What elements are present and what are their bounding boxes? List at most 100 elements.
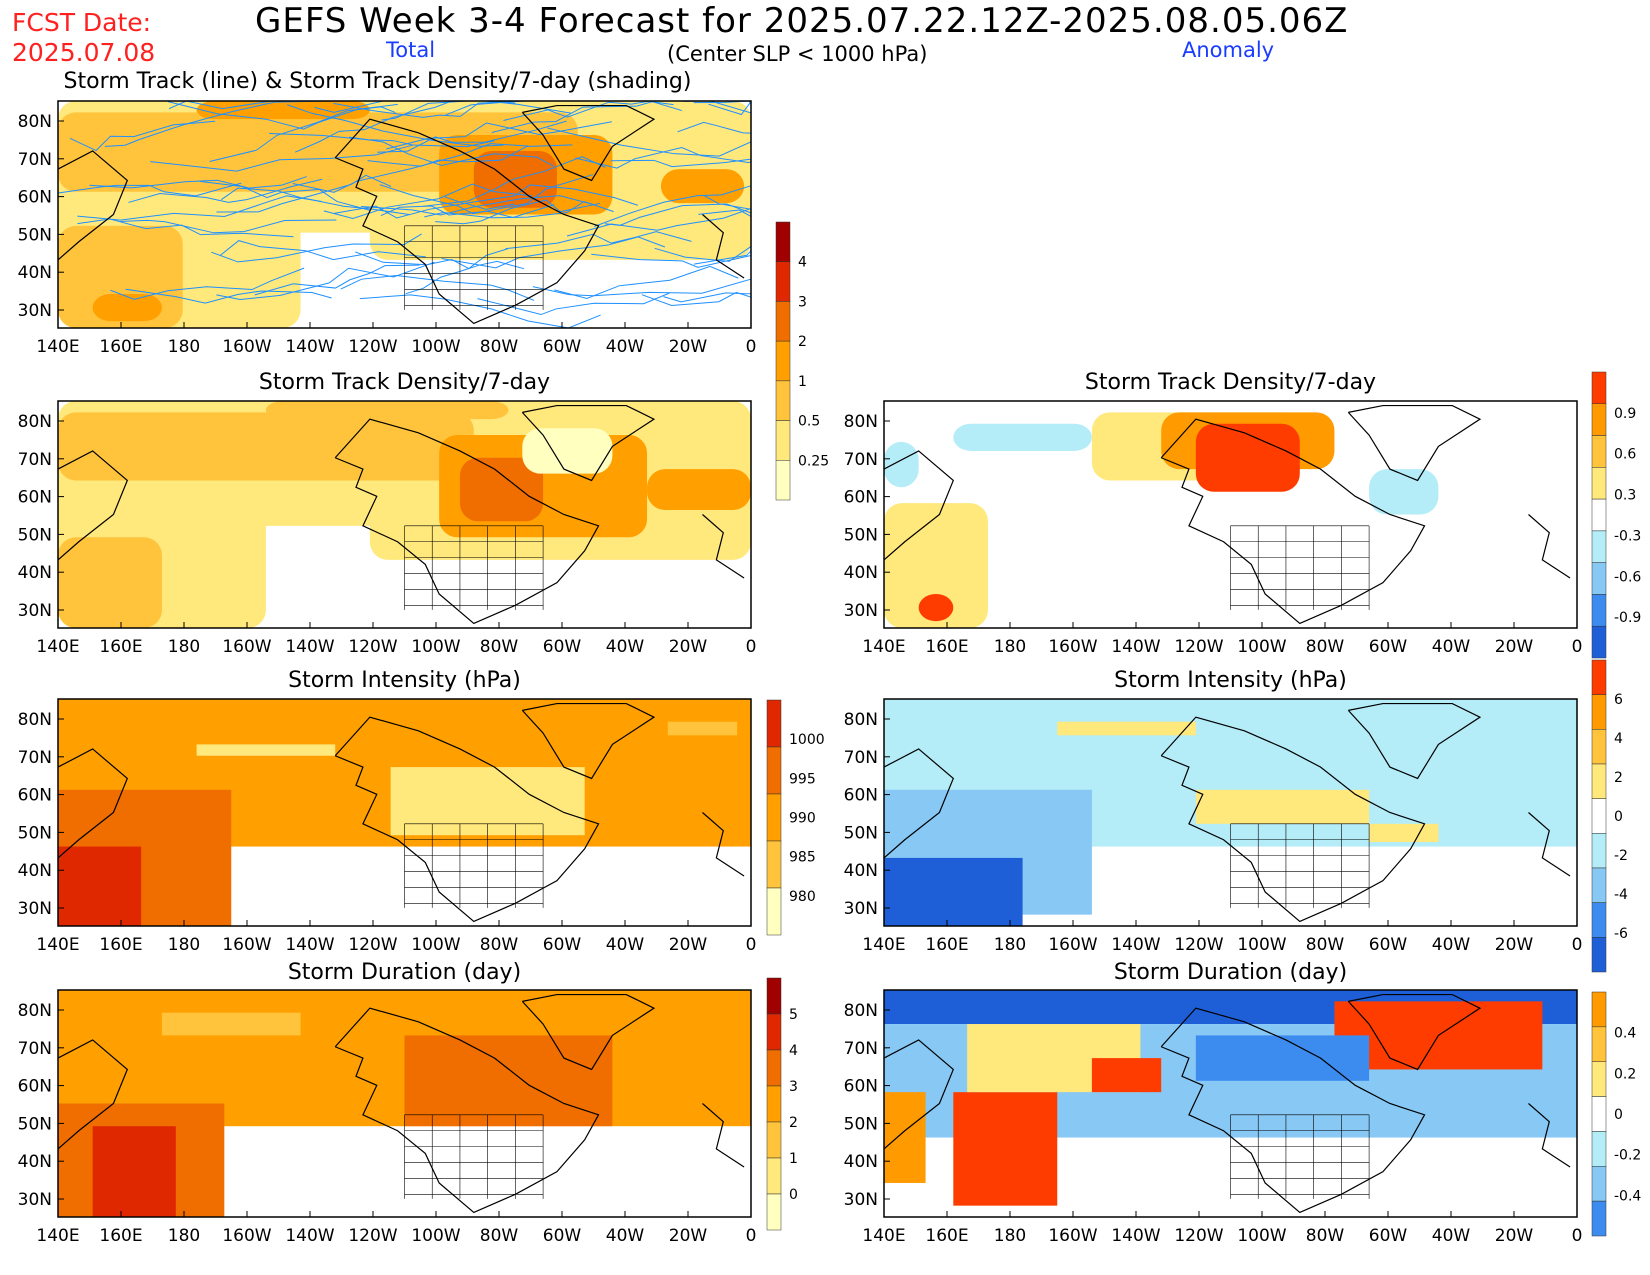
storm-track-line: [199, 180, 370, 211]
storm-track-line: [220, 187, 411, 216]
shade-cell: [884, 441, 919, 488]
storm-track-line: [333, 202, 515, 219]
y-tick-label: 70N: [18, 1039, 52, 1059]
x-tick-label: 180: [168, 337, 200, 357]
storm-track-line: [150, 144, 414, 172]
coastline: [702, 812, 745, 877]
x-tick-label: 120W: [348, 935, 397, 955]
x-tick-label: 60W: [1369, 637, 1408, 657]
storm-track-line: [349, 136, 554, 167]
colorbar-label: 4: [1614, 731, 1623, 747]
x-tick-label: 40W: [1432, 637, 1471, 657]
storm-track-line: [333, 101, 527, 118]
y-tick-label: 60N: [18, 188, 52, 208]
colorbar-segment: [1591, 991, 1607, 1028]
anomaly-column-label: Anomaly: [1182, 38, 1275, 62]
x-tick-label: 20W: [669, 1226, 708, 1246]
shade-cell: [1369, 469, 1439, 515]
coastline: [521, 404, 656, 482]
x-tick-label: 100W: [1237, 637, 1286, 657]
colorbar-label: 2: [789, 1115, 798, 1131]
y-tick-label: 70N: [844, 748, 878, 768]
shade-cell: [1195, 1035, 1370, 1081]
y-tick-label: 30N: [18, 1190, 52, 1210]
coastline: [58, 450, 129, 561]
panel-track-total: Storm Track (line) & Storm Track Density…: [18, 69, 757, 357]
y-tick-label: 40N: [844, 861, 878, 881]
colorbar-segment: [1591, 1061, 1607, 1097]
y-tick-label: 30N: [18, 601, 52, 621]
shade-cell: [459, 457, 544, 522]
storm-track-line: [254, 264, 420, 296]
x-tick-label: 20W: [669, 337, 708, 357]
storm-track-line: [216, 174, 392, 213]
x-tick-label: 120W: [1174, 935, 1223, 955]
y-tick-label: 30N: [844, 601, 878, 621]
storm-track-line: [287, 104, 504, 147]
colorbar-segment: [1591, 562, 1607, 595]
coastline: [1528, 514, 1571, 579]
y-tick-label: 70N: [844, 1039, 878, 1059]
colorbar-density-anom: -0.9 -0.6 -0.3 0.3 0.6 0.9: [1591, 371, 1641, 659]
storm-track-line: [120, 219, 337, 234]
shade-cell: [58, 846, 142, 926]
colorbar-segment: [775, 340, 791, 382]
storm-track-line: [294, 101, 452, 153]
coastline: [1160, 418, 1426, 625]
colorbar-label: 995: [789, 771, 816, 787]
colorbar-segment: [1591, 867, 1607, 903]
x-tick-label: 180: [994, 1226, 1026, 1246]
y-tick-label: 50N: [18, 525, 52, 545]
coastline: [334, 418, 600, 625]
storm-track-line: [554, 265, 739, 299]
x-tick-label: 120W: [348, 637, 397, 657]
storm-track-line: [89, 176, 307, 189]
colorbar-segment: [766, 1049, 782, 1087]
x-tick-label: 60W: [1369, 935, 1408, 955]
panel-frame: [57, 989, 752, 1218]
x-tick-label: 40W: [1432, 935, 1471, 955]
panel-frame: [57, 400, 752, 629]
colorbar-segment: [1591, 435, 1607, 468]
storm-track-line: [360, 195, 593, 216]
colorbar-segment: [1591, 625, 1607, 659]
y-tick-label: 40N: [844, 1152, 878, 1172]
colorbar-segment: [766, 1013, 782, 1051]
x-tick-label: 160E: [925, 1226, 968, 1246]
colorbar-segment: [1591, 1131, 1607, 1167]
x-tick-label: 140E: [862, 935, 905, 955]
y-tick-label: 80N: [844, 710, 878, 730]
storm-track-line: [377, 120, 567, 153]
storm-track-line: [110, 267, 305, 300]
storm-track-line: [314, 101, 516, 113]
shade-cell: [1195, 789, 1370, 824]
colorbar-duration-anom: -0.4 -0.2 0 0.2 0.4: [1591, 991, 1641, 1237]
x-tick-label: 60W: [543, 1226, 582, 1246]
y-tick-label: 70N: [18, 450, 52, 470]
colorbar-label: 0.25: [798, 453, 829, 469]
colorbar-segment: [1591, 467, 1607, 500]
x-tick-label: 160E: [99, 637, 142, 657]
storm-track-line: [323, 183, 533, 220]
y-tick-label: 60N: [18, 786, 52, 806]
y-tick-label: 50N: [18, 1114, 52, 1134]
x-tick-label: 180: [168, 935, 200, 955]
x-tick-label: 180: [168, 1226, 200, 1246]
storm-track-line: [547, 127, 751, 157]
x-tick-label: 0: [746, 935, 757, 955]
y-tick-label: 60N: [844, 1077, 878, 1097]
coastline: [702, 214, 745, 279]
x-tick-label: 140W: [1111, 935, 1160, 955]
x-tick-label: 160W: [222, 935, 271, 955]
x-tick-label: 100W: [411, 1226, 460, 1246]
colorbar-segment: [1591, 729, 1607, 765]
storm-track-line: [58, 182, 242, 197]
shade-cell: [265, 401, 509, 420]
storm-track-line: [125, 288, 332, 304]
y-tick-label: 60N: [844, 786, 878, 806]
shade-cell: [161, 1012, 301, 1036]
colorbar-label: -6: [1614, 926, 1628, 942]
x-tick-label: 80W: [1306, 1226, 1345, 1246]
x-tick-label: 80W: [1306, 935, 1345, 955]
colorbar-segment: [1591, 403, 1607, 436]
